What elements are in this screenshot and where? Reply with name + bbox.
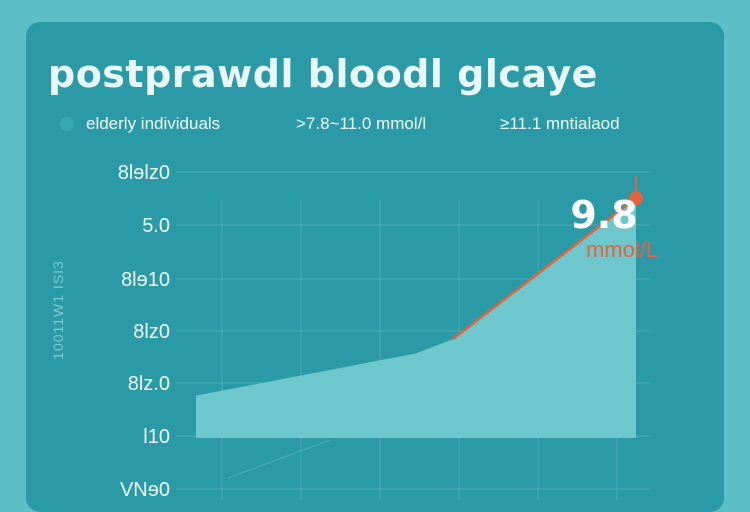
y-axis-ticks: 8lɘlz0 5.0 8lɘ10 8lz0 8lz.0 l10 VNɘ0 — [118, 162, 170, 500]
legend-label: ≥11.1 mntialaod — [500, 114, 620, 133]
legend-item-elderly: elderly individuals — [60, 114, 220, 134]
chart-title: postprawdl bloodl glcaye — [48, 52, 598, 96]
area-fill — [196, 198, 636, 438]
guide-line — [227, 439, 331, 479]
y-tick-label: 5.0 — [142, 215, 170, 237]
legend-item-range: >7.8~11.0 mmol/l — [296, 114, 426, 134]
annotation-value: 9.8 — [570, 193, 637, 237]
series-line — [451, 197, 637, 341]
annotation-unit: mmol/L — [586, 237, 658, 262]
y-axis-label: 10011W1 ISI3 — [50, 260, 66, 360]
y-tick-label: VNɘ0 — [120, 479, 170, 500]
legend-item-threshold: ≥11.1 mntialaod — [500, 114, 620, 134]
y-tick-label: 8lz.0 — [128, 373, 170, 395]
legend: elderly individuals >7.8~11.0 mmol/l ≥11… — [26, 114, 724, 140]
legend-label: >7.8~11.0 mmol/l — [296, 114, 427, 133]
y-tick-label: 8lɘ10 — [121, 269, 170, 291]
y-tick-label: l10 — [143, 426, 170, 448]
y-tick-label: 8lɘlz0 — [118, 162, 170, 184]
y-tick-label: 8lz0 — [133, 321, 170, 343]
legend-label: elderly individuals — [86, 114, 221, 133]
legend-dot-icon — [60, 117, 74, 131]
